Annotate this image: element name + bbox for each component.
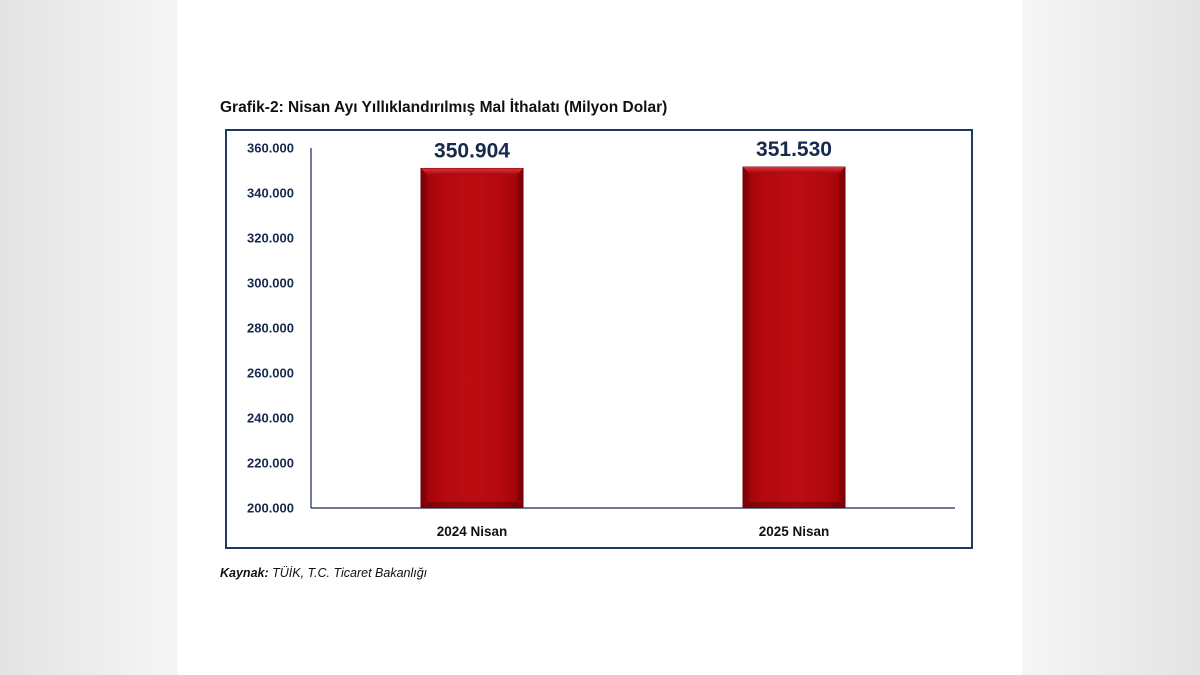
- source-label: Kaynak:: [220, 566, 269, 580]
- y-tick-label: 360.000: [247, 141, 294, 156]
- bar-face: [749, 173, 839, 502]
- bar-bevel-bottom: [743, 502, 845, 508]
- chart-title: Grafik-2: Nisan Ayı Yıllıklandırılmış Ma…: [220, 99, 668, 116]
- y-tick-label: 280.000: [247, 321, 294, 336]
- y-tick-label: 320.000: [247, 231, 294, 246]
- bar: [420, 167, 524, 509]
- bars: 350.904 351.530: [420, 138, 846, 509]
- x-axis: 2024 Nisan 2025 Nisan: [311, 507, 955, 539]
- bar-bevel-top: [743, 167, 845, 174]
- bar-bevel-top: [421, 168, 523, 175]
- y-tick-label: 200.000: [247, 501, 294, 516]
- background-left: [0, 0, 180, 675]
- x-category-label: 2025 Nisan: [759, 524, 830, 539]
- y-tick-label: 260.000: [247, 366, 294, 381]
- y-tick-label: 240.000: [247, 411, 294, 426]
- x-category-label: 2024 Nisan: [437, 524, 508, 539]
- y-tick-label: 300.000: [247, 276, 294, 291]
- source-text: TÜİK, T.C. Ticaret Bakanlığı: [268, 566, 428, 580]
- chart-frame: [225, 129, 973, 549]
- y-tick-label: 340.000: [247, 186, 294, 201]
- bar-face: [427, 174, 517, 502]
- source-note: Kaynak: TÜİK, T.C. Ticaret Bakanlığı: [220, 566, 427, 580]
- bar-bevel-bottom: [421, 502, 523, 508]
- bar-value-label: 351.530: [756, 138, 832, 161]
- bar-value-label: 350.904: [434, 139, 510, 162]
- y-axis: 200.000 220.000 240.000 260.000 280.000 300.0…: [247, 141, 312, 516]
- bar: [742, 166, 846, 509]
- background-right: [1020, 0, 1200, 675]
- y-tick-label: 220.000: [247, 456, 294, 471]
